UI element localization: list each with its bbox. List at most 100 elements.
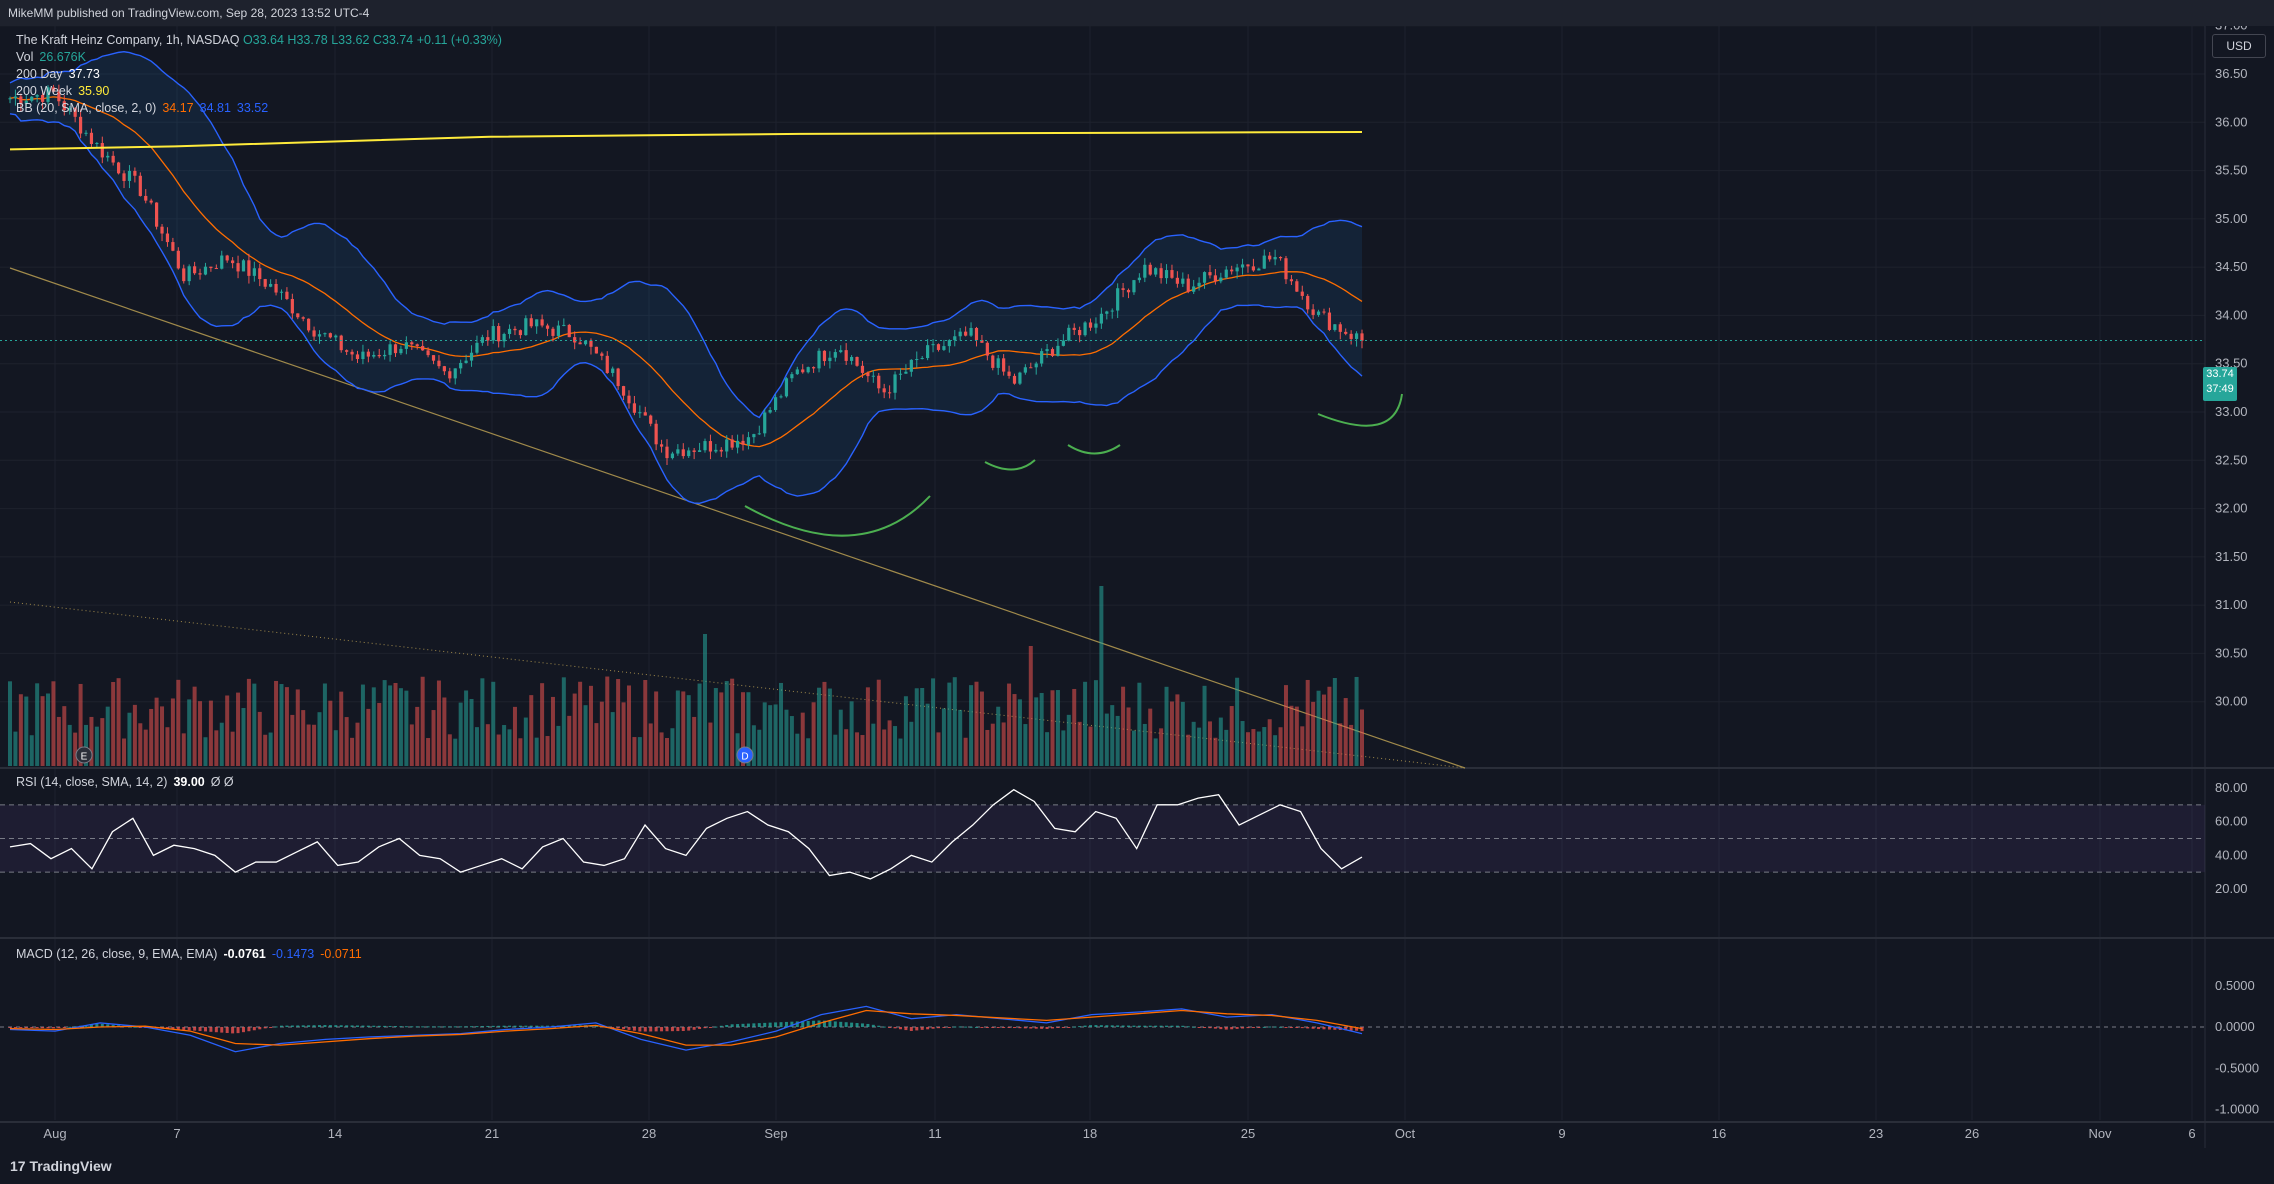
candle-body — [817, 350, 821, 369]
tradingview-logo[interactable]: 17 TradingView — [10, 1158, 112, 1174]
candle-body — [383, 354, 387, 357]
volume-bar — [1327, 686, 1332, 766]
candle-body — [1040, 351, 1044, 364]
macd-hist-bar — [35, 1027, 39, 1029]
volume-bar — [51, 681, 56, 766]
macd-hist-bar — [518, 1025, 522, 1027]
macd-hist-bar — [1078, 1026, 1082, 1028]
volume-bar — [436, 680, 441, 766]
candle-body — [296, 313, 300, 318]
candle-body — [600, 353, 604, 356]
macd-hist-bar — [1002, 1027, 1006, 1028]
volume-bar — [409, 724, 414, 766]
candle-body — [323, 333, 327, 335]
price-tick-label: 33.50 — [2215, 356, 2248, 371]
rsi-legend[interactable]: RSI (14, close, SMA, 14, 2) 39.00 Ø Ø — [16, 774, 234, 791]
candle-body — [871, 375, 875, 377]
macd-hist-bar — [415, 1026, 419, 1028]
candle-body — [100, 143, 104, 158]
volume-bar — [24, 696, 29, 766]
volume-bar — [838, 709, 843, 766]
volume-bar — [279, 684, 284, 766]
volume-bar — [160, 706, 165, 766]
macd-hist-bar — [95, 1024, 99, 1027]
legend-200d-row[interactable]: 200 Day 37.73 — [16, 66, 502, 83]
candle-body — [176, 250, 180, 269]
candle-body — [1050, 349, 1055, 356]
volume-bar — [996, 706, 1001, 766]
volume-bar — [692, 716, 697, 766]
last-price-value: 33.74 — [2206, 368, 2234, 380]
macd-hist-bar — [947, 1027, 951, 1028]
volume-bar — [1110, 705, 1115, 766]
candle-body — [231, 260, 235, 264]
candle-body — [1284, 258, 1288, 280]
volume-bar — [610, 712, 615, 766]
macd-hist-bar — [1137, 1025, 1141, 1027]
bb-upper-band — [9, 50, 1363, 419]
macd-hist-bar — [627, 1027, 631, 1030]
macd-hist-bar — [1289, 1027, 1293, 1028]
volume-bar — [550, 696, 555, 766]
volume-bar — [969, 685, 974, 766]
price-tick-label: 35.00 — [2215, 211, 2248, 226]
volume-bar — [132, 704, 137, 766]
time-tick-label: Sep — [764, 1126, 787, 1141]
macd-hist-bar — [877, 1025, 881, 1027]
volume-bar — [8, 681, 12, 766]
macd-hist-bar — [241, 1027, 245, 1033]
candle-body — [73, 108, 77, 117]
volume-bar — [1229, 706, 1234, 766]
legend-200w-row[interactable]: 200 Week 35.90 — [16, 83, 502, 100]
candle-body — [24, 100, 28, 104]
candle-body — [757, 433, 761, 435]
macd-hist-bar — [383, 1025, 387, 1027]
volume-bar — [18, 694, 23, 766]
volume-bar — [382, 680, 387, 766]
candle-body — [1018, 372, 1022, 384]
volume-bar — [138, 723, 143, 766]
volume-bar — [1077, 721, 1082, 766]
candle-body — [1349, 333, 1353, 339]
volume-bar — [534, 737, 539, 766]
candle-body — [822, 350, 827, 362]
macd-hist-bar — [182, 1027, 186, 1030]
volume-bar — [806, 738, 811, 766]
macd-hist-bar — [904, 1027, 908, 1031]
macd-hist-bar — [871, 1024, 875, 1027]
candle-body — [1126, 289, 1131, 293]
volume-bar — [903, 696, 908, 766]
candle-body — [616, 368, 620, 387]
currency-button[interactable]: USD — [2212, 34, 2266, 58]
volume-bar — [588, 685, 593, 766]
candle-body — [421, 346, 425, 351]
legend-vol-row[interactable]: Vol 26.676K — [16, 49, 502, 66]
price-tick-label: 34.50 — [2215, 259, 2248, 274]
symbol-name: The Kraft Heinz Company, 1h, NASDAQ — [16, 33, 240, 47]
legend-bb-row[interactable]: BB (20, SMA, close, 2, 0) 34.17 34.81 33.52 — [16, 100, 502, 117]
macd-legend[interactable]: MACD (12, 26, close, 9, EMA, EMA) -0.0761… — [16, 946, 362, 963]
macd-hist-bar — [236, 1027, 240, 1034]
chart-area[interactable]: 37.00 36.50 36.00 35.50 35.00 34.50 34.00 33.50… — [0, 26, 2274, 1148]
legend-symbol-row[interactable]: The Kraft Heinz Company, 1h, NASDAQ O33.… — [16, 32, 502, 49]
annotation-curve — [984, 459, 1036, 471]
macd-hist-bar — [258, 1027, 262, 1030]
candle-body — [1170, 270, 1174, 278]
macd-hist-bar — [898, 1027, 902, 1030]
candle-body — [741, 440, 745, 445]
macd-hist-bar — [198, 1027, 202, 1032]
candle-body — [589, 340, 593, 347]
volume-bar — [122, 738, 127, 766]
macd-hist-bar — [1121, 1025, 1125, 1027]
volume-bar — [447, 734, 452, 766]
candle-body — [1327, 312, 1332, 330]
candle-body — [193, 266, 197, 274]
volume-bar — [681, 691, 686, 766]
volume-bar — [464, 690, 469, 766]
volume-bar — [1332, 677, 1337, 766]
volume-bar — [817, 687, 822, 766]
candle-body — [355, 354, 360, 360]
macd-hist-bar — [1295, 1027, 1299, 1028]
candle-body — [95, 143, 99, 145]
